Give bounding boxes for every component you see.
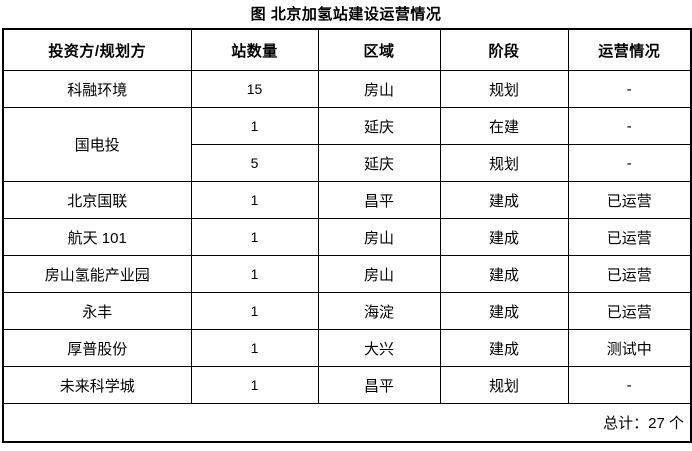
cell-investor: 航天 101: [2, 218, 192, 256]
table-row: 房山氢能产业园 1 房山 建成 已运营: [2, 255, 692, 293]
col-header-region: 区域: [317, 28, 441, 71]
header-row: 投资方/规划方 站数量 区域 阶段 运营情况: [2, 28, 692, 71]
cell-region: 海淀: [317, 292, 441, 330]
cell-stage: 建成: [439, 218, 569, 256]
table-row: 北京国联 1 昌平 建成 已运营: [2, 181, 692, 219]
cell-operation-status: -: [567, 70, 692, 108]
cell-investor: 北京国联: [2, 181, 192, 219]
cell-stage: 建成: [439, 292, 569, 330]
cell-stage: 在建: [439, 107, 569, 145]
cell-station-count: 1: [190, 218, 319, 256]
cell-region: 延庆: [317, 107, 441, 145]
table-row: 科融环境 15 房山 规划 -: [2, 70, 692, 108]
cell-operation-status: -: [567, 144, 692, 182]
cell-region: 昌平: [317, 181, 441, 219]
cell-stage: 规划: [439, 366, 569, 404]
cell-region: 昌平: [317, 366, 441, 404]
cell-stage: 建成: [439, 181, 569, 219]
cell-station-count: 15: [190, 70, 319, 108]
cell-region: 房山: [317, 70, 441, 108]
cell-stage: 规划: [439, 144, 569, 182]
cell-station-count: 1: [190, 181, 319, 219]
cell-stage: 规划: [439, 70, 569, 108]
cell-station-count: 1: [190, 255, 319, 293]
cell-investor: 未来科学城: [2, 366, 192, 404]
cell-stage: 建成: [439, 329, 569, 367]
table-row: 永丰 1 海淀 建成 已运营: [2, 292, 692, 330]
cell-operation-status: 已运营: [567, 181, 692, 219]
cell-operation-status: 已运营: [567, 255, 692, 293]
cell-investor: 科融环境: [2, 70, 192, 108]
table-row: 航天 101 1 房山 建成 已运营: [2, 218, 692, 256]
col-header-investor: 投资方/规划方: [2, 28, 192, 71]
col-header-station-count: 站数量: [190, 28, 319, 71]
cell-station-count: 1: [190, 292, 319, 330]
col-header-operation-status: 运营情况: [567, 28, 692, 71]
cell-operation-status: 已运营: [567, 218, 692, 256]
cell-investor: 厚普股份: [2, 329, 192, 367]
cell-operation-status: 测试中: [567, 329, 692, 367]
col-header-stage: 阶段: [439, 28, 569, 71]
cell-station-count: 1: [190, 107, 319, 145]
cell-operation-status: 已运营: [567, 292, 692, 330]
cell-region: 房山: [317, 218, 441, 256]
hydrogen-stations-table: 投资方/规划方 站数量 区域 阶段 运营情况 科融环境 15 房山 规划 - 国…: [2, 28, 692, 443]
cell-investor-merged: 国电投: [2, 107, 192, 182]
cell-stage: 建成: [439, 255, 569, 293]
cell-station-count: 5: [190, 144, 319, 182]
table-row: 厚普股份 1 大兴 建成 测试中: [2, 329, 692, 367]
cell-station-count: 1: [190, 329, 319, 367]
cell-investor: 房山氢能产业园: [2, 255, 192, 293]
cell-region: 大兴: [317, 329, 441, 367]
table-row: 国电投 1 延庆 在建 -: [2, 107, 692, 182]
table-row: 未来科学城 1 昌平 规划 -: [2, 366, 692, 404]
total-cell: 总计：27 个: [2, 403, 692, 443]
total-row: 总计：27 个: [2, 403, 692, 443]
figure-title: 图 北京加氢站建设运营情况: [250, 6, 442, 23]
cell-region: 房山: [317, 255, 441, 293]
cell-investor: 永丰: [2, 292, 192, 330]
cell-operation-status: -: [567, 107, 692, 145]
cell-region: 延庆: [317, 144, 441, 182]
cell-operation-status: -: [567, 366, 692, 404]
cell-station-count: 1: [190, 366, 319, 404]
